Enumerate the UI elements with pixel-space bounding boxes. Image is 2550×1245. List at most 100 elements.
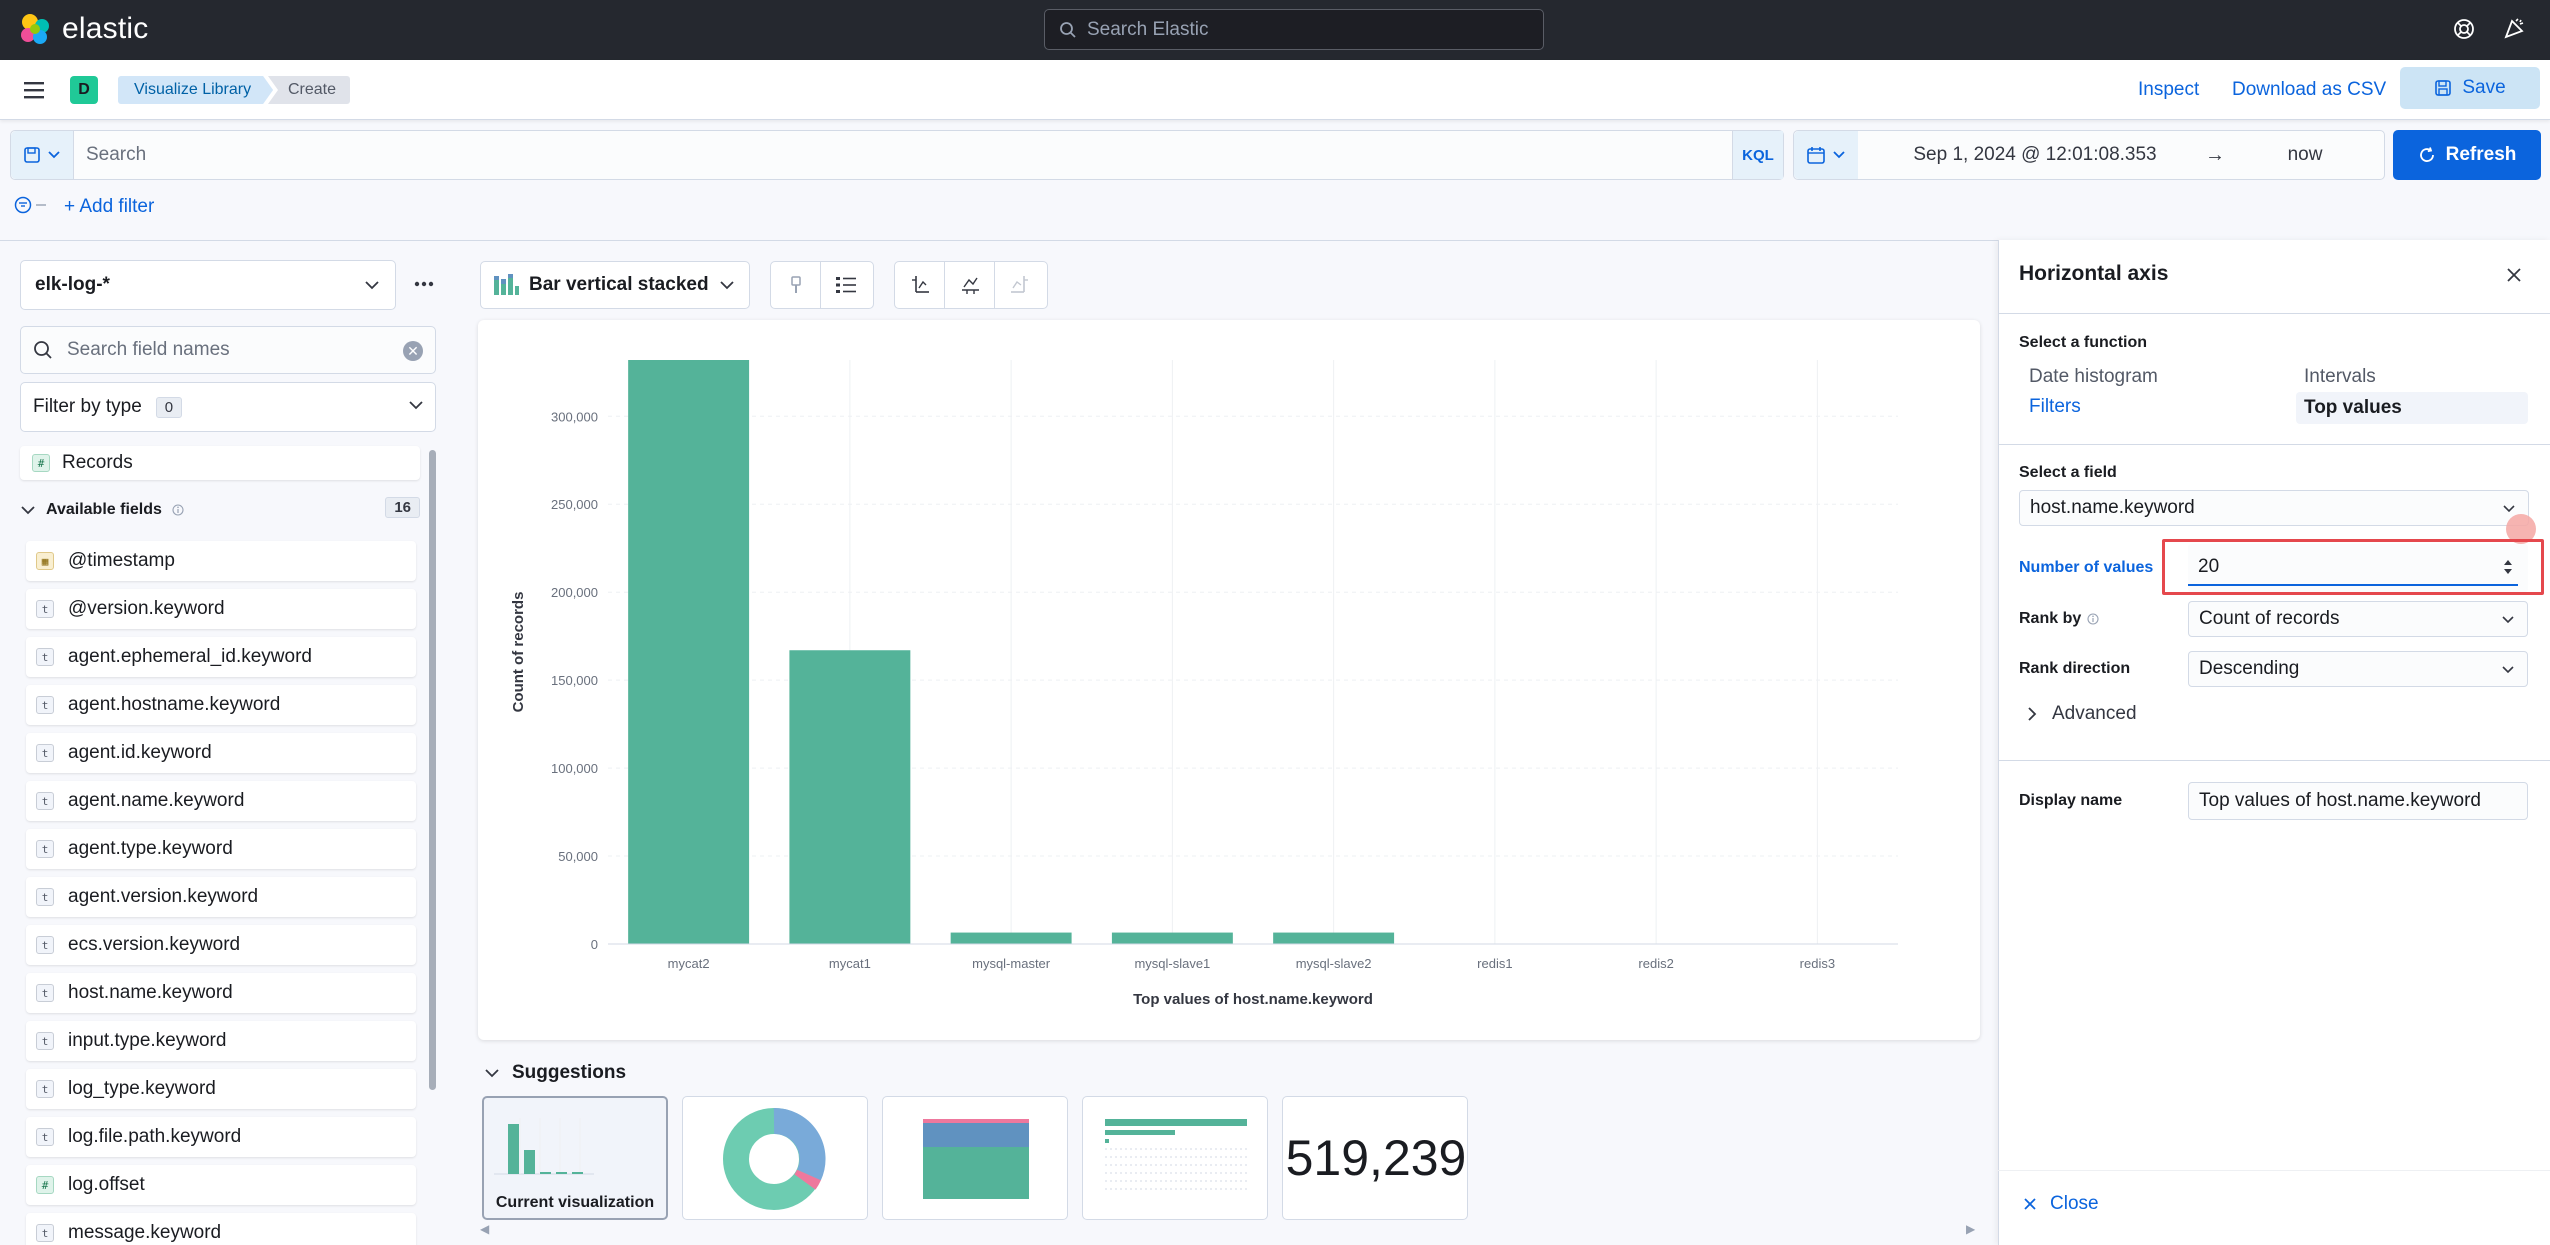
field-name: @version.keyword (68, 598, 225, 619)
function-intervals[interactable]: Intervals (2304, 366, 2376, 387)
add-filter-link[interactable]: + Add filter (64, 196, 155, 217)
close-flyout-button[interactable]: Close (2022, 1193, 2099, 1215)
field-name: agent.ephemeral_id.keyword (68, 646, 312, 667)
query-input[interactable] (74, 131, 1732, 179)
rank-direction-select[interactable]: Descending (2188, 651, 2528, 687)
saved-query-button[interactable] (11, 131, 74, 179)
bar-mysql-master[interactable] (950, 932, 1072, 944)
field-item[interactable]: t message.keyword (26, 1213, 416, 1245)
rank-by-select[interactable]: Count of records (2188, 601, 2528, 637)
field-item[interactable]: t agent.name.keyword (26, 781, 416, 821)
left-axis-button[interactable] (895, 262, 945, 308)
bar-mycat1[interactable] (789, 650, 911, 944)
left-axis-icon (911, 276, 929, 293)
chevron-down-icon (2502, 666, 2514, 674)
chevron-down-icon (2502, 616, 2514, 624)
scroll-left-arrow[interactable]: ◀ (480, 1222, 490, 1236)
function-top-values[interactable]: Top values (2296, 392, 2528, 424)
bottom-axis-button[interactable] (945, 262, 995, 308)
field-item[interactable]: # log.offset (26, 1165, 416, 1205)
space-avatar[interactable]: D (70, 76, 98, 104)
number-of-values-input[interactable] (2188, 550, 2518, 586)
field-select[interactable]: host.name.keyword (2019, 490, 2529, 526)
suggestions-toggle[interactable]: Suggestions (484, 1062, 626, 1084)
chart-type-switcher[interactable]: Bar vertical stacked (480, 261, 750, 309)
bar-mysql-slave1[interactable] (1111, 932, 1233, 944)
field-item[interactable]: t agent.ephemeral_id.keyword (26, 637, 416, 677)
available-fields-toggle[interactable]: Available fields 16 (20, 497, 420, 523)
elastic-logo[interactable]: elastic (18, 12, 148, 46)
axis-settings-group (894, 261, 1048, 309)
advanced-toggle[interactable]: Advanced (2026, 703, 2137, 725)
global-search-input[interactable]: Search Elastic (1044, 9, 1544, 50)
field-name: agent.id.keyword (68, 742, 212, 763)
download-csv-link[interactable]: Download as CSV (2232, 79, 2387, 100)
field-item[interactable]: t host.name.keyword (26, 973, 416, 1013)
legend-button[interactable] (821, 262, 871, 308)
newsfeed-icon[interactable] (2502, 17, 2526, 41)
field-item[interactable]: t @version.keyword (26, 589, 416, 629)
date-end[interactable]: now (2287, 144, 2323, 165)
string-type-icon: t (36, 696, 54, 714)
field-item[interactable]: t input.type.keyword (26, 1021, 416, 1061)
visual-options-button[interactable] (771, 262, 821, 308)
string-type-icon: t (36, 744, 54, 762)
filter-by-type-dropdown[interactable]: Filter by type 0 (20, 382, 436, 432)
bar-mysql-slave2[interactable] (1273, 932, 1395, 944)
close-icon[interactable] (2505, 266, 2523, 284)
save-button[interactable]: Save (2400, 67, 2540, 109)
x-tick-label: mycat1 (829, 956, 871, 971)
select-field-label: Select a field (2019, 464, 2117, 481)
field-item[interactable]: t agent.type.keyword (26, 829, 416, 869)
index-pattern-select[interactable]: elk-log-* (20, 260, 396, 310)
scroll-right-arrow[interactable]: ▶ (1966, 1222, 1976, 1236)
chevron-down-icon (2503, 505, 2515, 513)
x-tick-label: redis3 (1800, 956, 1835, 971)
field-item-records[interactable]: # Records (20, 446, 420, 480)
field-item[interactable]: t log.file.path.keyword (26, 1117, 416, 1157)
function-filters[interactable]: Filters (2029, 396, 2081, 417)
field-item[interactable]: t agent.version.keyword (26, 877, 416, 917)
y-tick-label: 200,000 (551, 585, 598, 600)
breadcrumb-visualize-library[interactable]: Visualize Library (118, 76, 273, 104)
display-name-input[interactable] (2188, 782, 2528, 820)
function-date-histogram[interactable]: Date histogram (2029, 366, 2158, 387)
breadcrumb-create: Create (268, 76, 351, 104)
field-item[interactable]: t log_type.keyword (26, 1069, 416, 1109)
filter-menu-icon[interactable] (14, 196, 50, 214)
global-search-placeholder: Search Elastic (1087, 18, 1209, 40)
inspect-link[interactable]: Inspect (2138, 79, 2200, 100)
suggestion-metric[interactable] (1282, 1096, 1468, 1220)
scrollbar-thumb[interactable] (429, 450, 436, 1090)
x-tick-label: mycat2 (668, 956, 710, 971)
right-axis-button[interactable] (995, 262, 1045, 308)
suggestion-treemap[interactable] (882, 1096, 1068, 1220)
field-item[interactable]: t ecs.version.keyword (26, 925, 416, 965)
more-actions-icon[interactable] (412, 272, 436, 296)
field-item[interactable]: ▦ @timestamp (26, 541, 416, 581)
kql-language-button[interactable]: KQL (1732, 131, 1783, 179)
y-tick-label: 250,000 (551, 497, 598, 512)
refresh-button[interactable]: Refresh (2393, 130, 2541, 180)
field-item[interactable]: t agent.hostname.keyword (26, 685, 416, 725)
clear-icon[interactable]: ✕ (403, 341, 423, 361)
suggestion-current-visualization[interactable] (482, 1096, 668, 1220)
right-axis-icon (1011, 276, 1028, 293)
menu-icon[interactable] (22, 79, 46, 101)
divider (1998, 1170, 2550, 1171)
field-item[interactable]: t agent.id.keyword (26, 733, 416, 773)
bar-chart[interactable]: 0 50,000 100,000 150,000 200,000 250,000 300,0… (478, 320, 1980, 1040)
suggestion-data-table[interactable] (1082, 1096, 1268, 1220)
date-quick-menu-button[interactable] (1794, 131, 1858, 179)
date-start[interactable]: Sep 1, 2024 @ 12:01:08.353 (1913, 144, 2157, 165)
number-of-values-label: Number of values (2019, 559, 2154, 576)
field-search-input[interactable]: Search field names ✕ (20, 326, 436, 374)
bar-mycat2[interactable] (628, 360, 750, 944)
help-icon[interactable] (2452, 17, 2476, 41)
string-type-icon: t (36, 1128, 54, 1146)
suggestion-donut[interactable] (682, 1096, 868, 1220)
date-range-arrow: → (2205, 143, 2225, 166)
stepper-icon[interactable] (2502, 557, 2514, 577)
index-pattern-label: elk-log-* (35, 274, 110, 295)
app-header (0, 60, 2550, 120)
